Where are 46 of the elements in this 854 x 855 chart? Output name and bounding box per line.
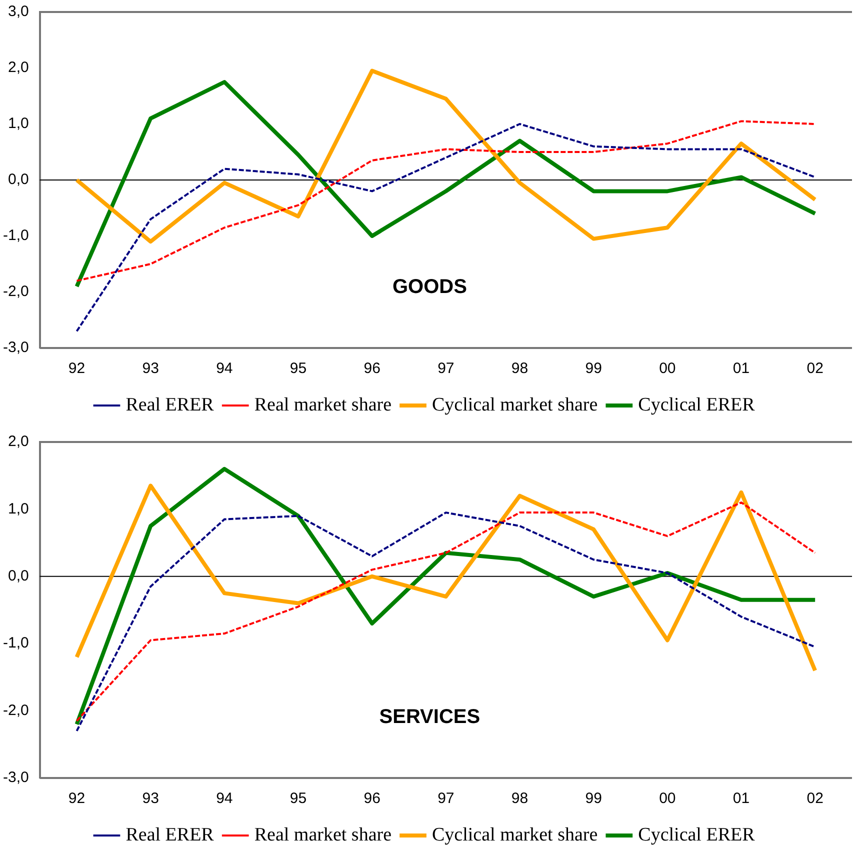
y-tick-label: -3,0 bbox=[2, 339, 29, 356]
legend-label: Real ERER bbox=[126, 824, 214, 846]
x-tick-label: 02 bbox=[806, 790, 824, 808]
x-tick-label: 94 bbox=[216, 360, 233, 378]
x-tick-label: 99 bbox=[585, 360, 602, 378]
x-tick-label: 93 bbox=[142, 790, 159, 808]
x-tick-label: 01 bbox=[732, 790, 750, 808]
legend-label: Real market share bbox=[254, 824, 392, 846]
y-tick-label: -1,0 bbox=[2, 634, 29, 652]
line-series bbox=[76, 123, 816, 332]
x-tick-label: 00 bbox=[659, 360, 676, 378]
x-tick-label: 95 bbox=[290, 790, 307, 808]
x-tick-label: 01 bbox=[732, 360, 750, 378]
legend-label: Real market share bbox=[254, 394, 392, 416]
legend-label: Cyclical ERER bbox=[638, 824, 756, 846]
x-tick-label: 96 bbox=[364, 790, 380, 808]
x-tick-label: 02 bbox=[806, 360, 824, 378]
legend-label: Cyclical ERER bbox=[638, 394, 756, 416]
x-tick-label: 93 bbox=[142, 360, 159, 378]
x-tick-label: 94 bbox=[216, 790, 233, 808]
x-tick-label: 96 bbox=[364, 360, 380, 378]
y-tick-label: -1,0 bbox=[2, 227, 29, 244]
x-tick-label: 99 bbox=[585, 790, 602, 808]
y-tick-label: -3,0 bbox=[2, 769, 29, 786]
text: GOODS bbox=[392, 276, 467, 298]
y-tick-label: 1,0 bbox=[8, 500, 29, 518]
y-tick-label: 3,0 bbox=[8, 3, 29, 20]
x-tick-label: 98 bbox=[511, 790, 528, 808]
y-tick-label: -2,0 bbox=[2, 702, 29, 719]
legend-label: Cyclical market share bbox=[432, 824, 598, 846]
x-tick-label: 98 bbox=[511, 360, 528, 378]
legend-label: Real ERER bbox=[126, 394, 214, 416]
y-tick-label: -2,0 bbox=[2, 283, 29, 300]
x-tick-label: 92 bbox=[68, 790, 86, 808]
x-tick-label: 97 bbox=[438, 360, 454, 378]
x-tick-label: 00 bbox=[659, 790, 676, 808]
y-tick-label: 0,0 bbox=[8, 568, 29, 585]
x-tick-label: 95 bbox=[290, 360, 307, 378]
text: SERVICES bbox=[379, 706, 480, 728]
x-tick-label: 92 bbox=[68, 360, 86, 378]
y-tick-label: 0,0 bbox=[8, 171, 29, 188]
y-tick-label: 2,0 bbox=[8, 433, 29, 450]
y-tick-label: 2,0 bbox=[8, 59, 29, 76]
x-tick-label: 97 bbox=[438, 790, 454, 808]
y-tick-label: 1,0 bbox=[8, 115, 29, 132]
legend-label: Cyclical market share bbox=[432, 394, 598, 416]
